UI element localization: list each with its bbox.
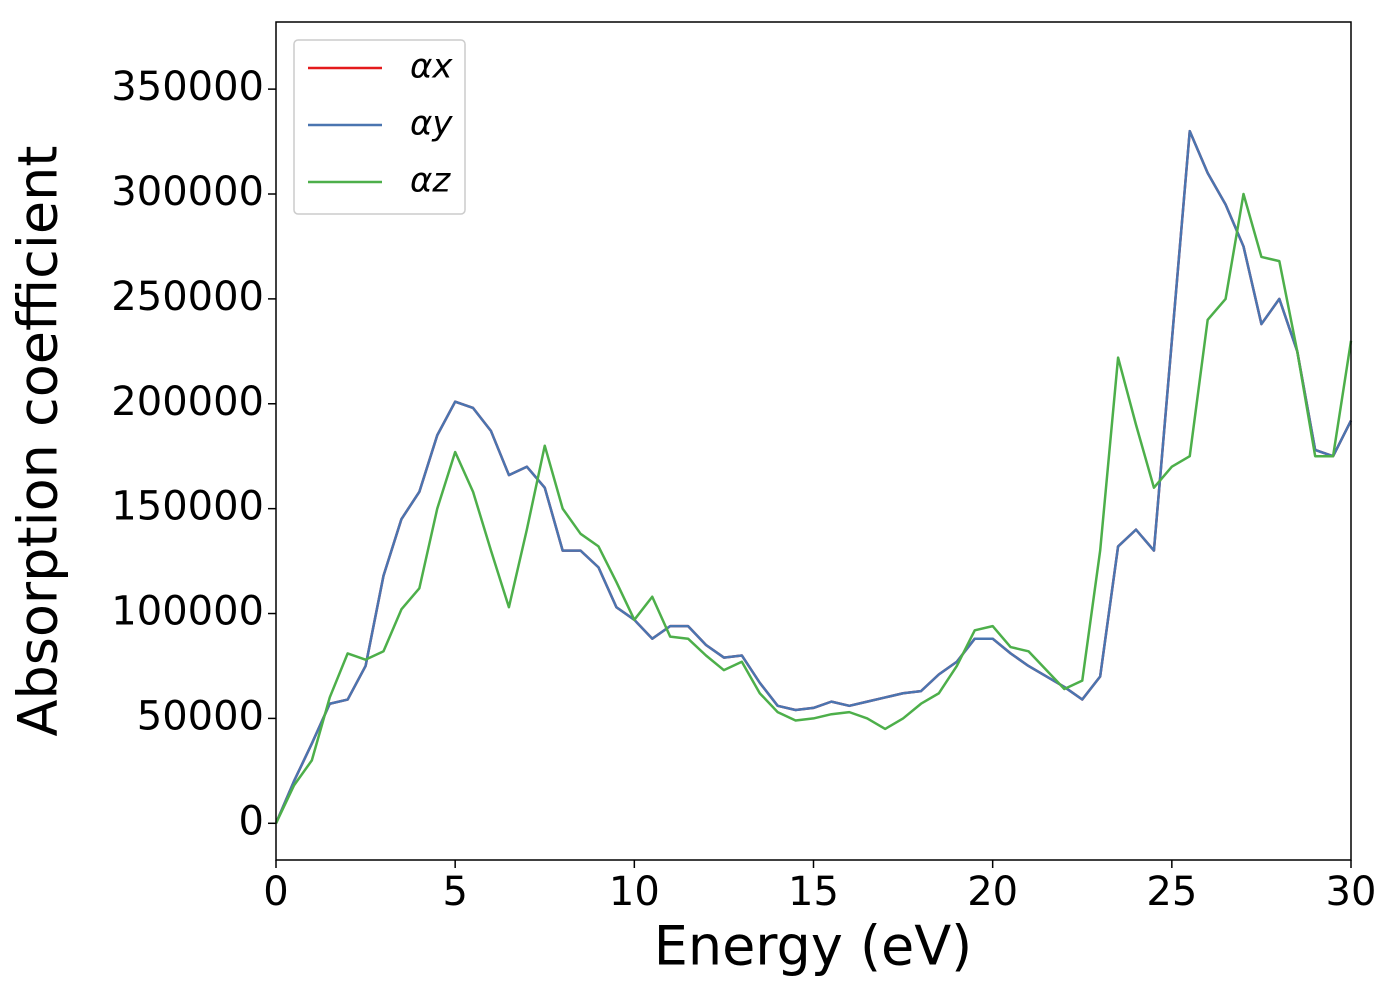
x-tick-label: 10 xyxy=(609,869,660,915)
y-tick-label: 350000 xyxy=(111,64,264,110)
x-axis-label: Energy (eV) xyxy=(654,915,973,978)
y-tick-label: 200000 xyxy=(111,379,264,425)
legend-label: αz xyxy=(410,161,451,201)
legend-box xyxy=(293,39,466,215)
y-tick-label: 100000 xyxy=(111,589,264,635)
data-line xyxy=(274,192,1353,824)
x-tick-label: 30 xyxy=(1326,869,1377,915)
plot-frame xyxy=(275,21,1352,861)
y-tick-label: 300000 xyxy=(111,169,264,215)
x-tick-label: 20 xyxy=(967,869,1018,915)
y-tick-label: 0 xyxy=(239,798,264,844)
x-tick-label: 5 xyxy=(442,869,467,915)
data-line xyxy=(274,129,1353,824)
x-tick-label: 25 xyxy=(1146,869,1197,915)
x-tick-label: 15 xyxy=(788,869,839,915)
y-axis-label: Absorption coefficient xyxy=(7,146,70,737)
legend-label: αy xyxy=(410,104,453,144)
y-tick-label: 250000 xyxy=(111,274,264,320)
y-tick-label: 150000 xyxy=(111,484,264,530)
x-tick-label: 0 xyxy=(263,869,288,915)
y-tick-label: 50000 xyxy=(137,693,264,739)
legend-label: αx xyxy=(410,47,453,87)
